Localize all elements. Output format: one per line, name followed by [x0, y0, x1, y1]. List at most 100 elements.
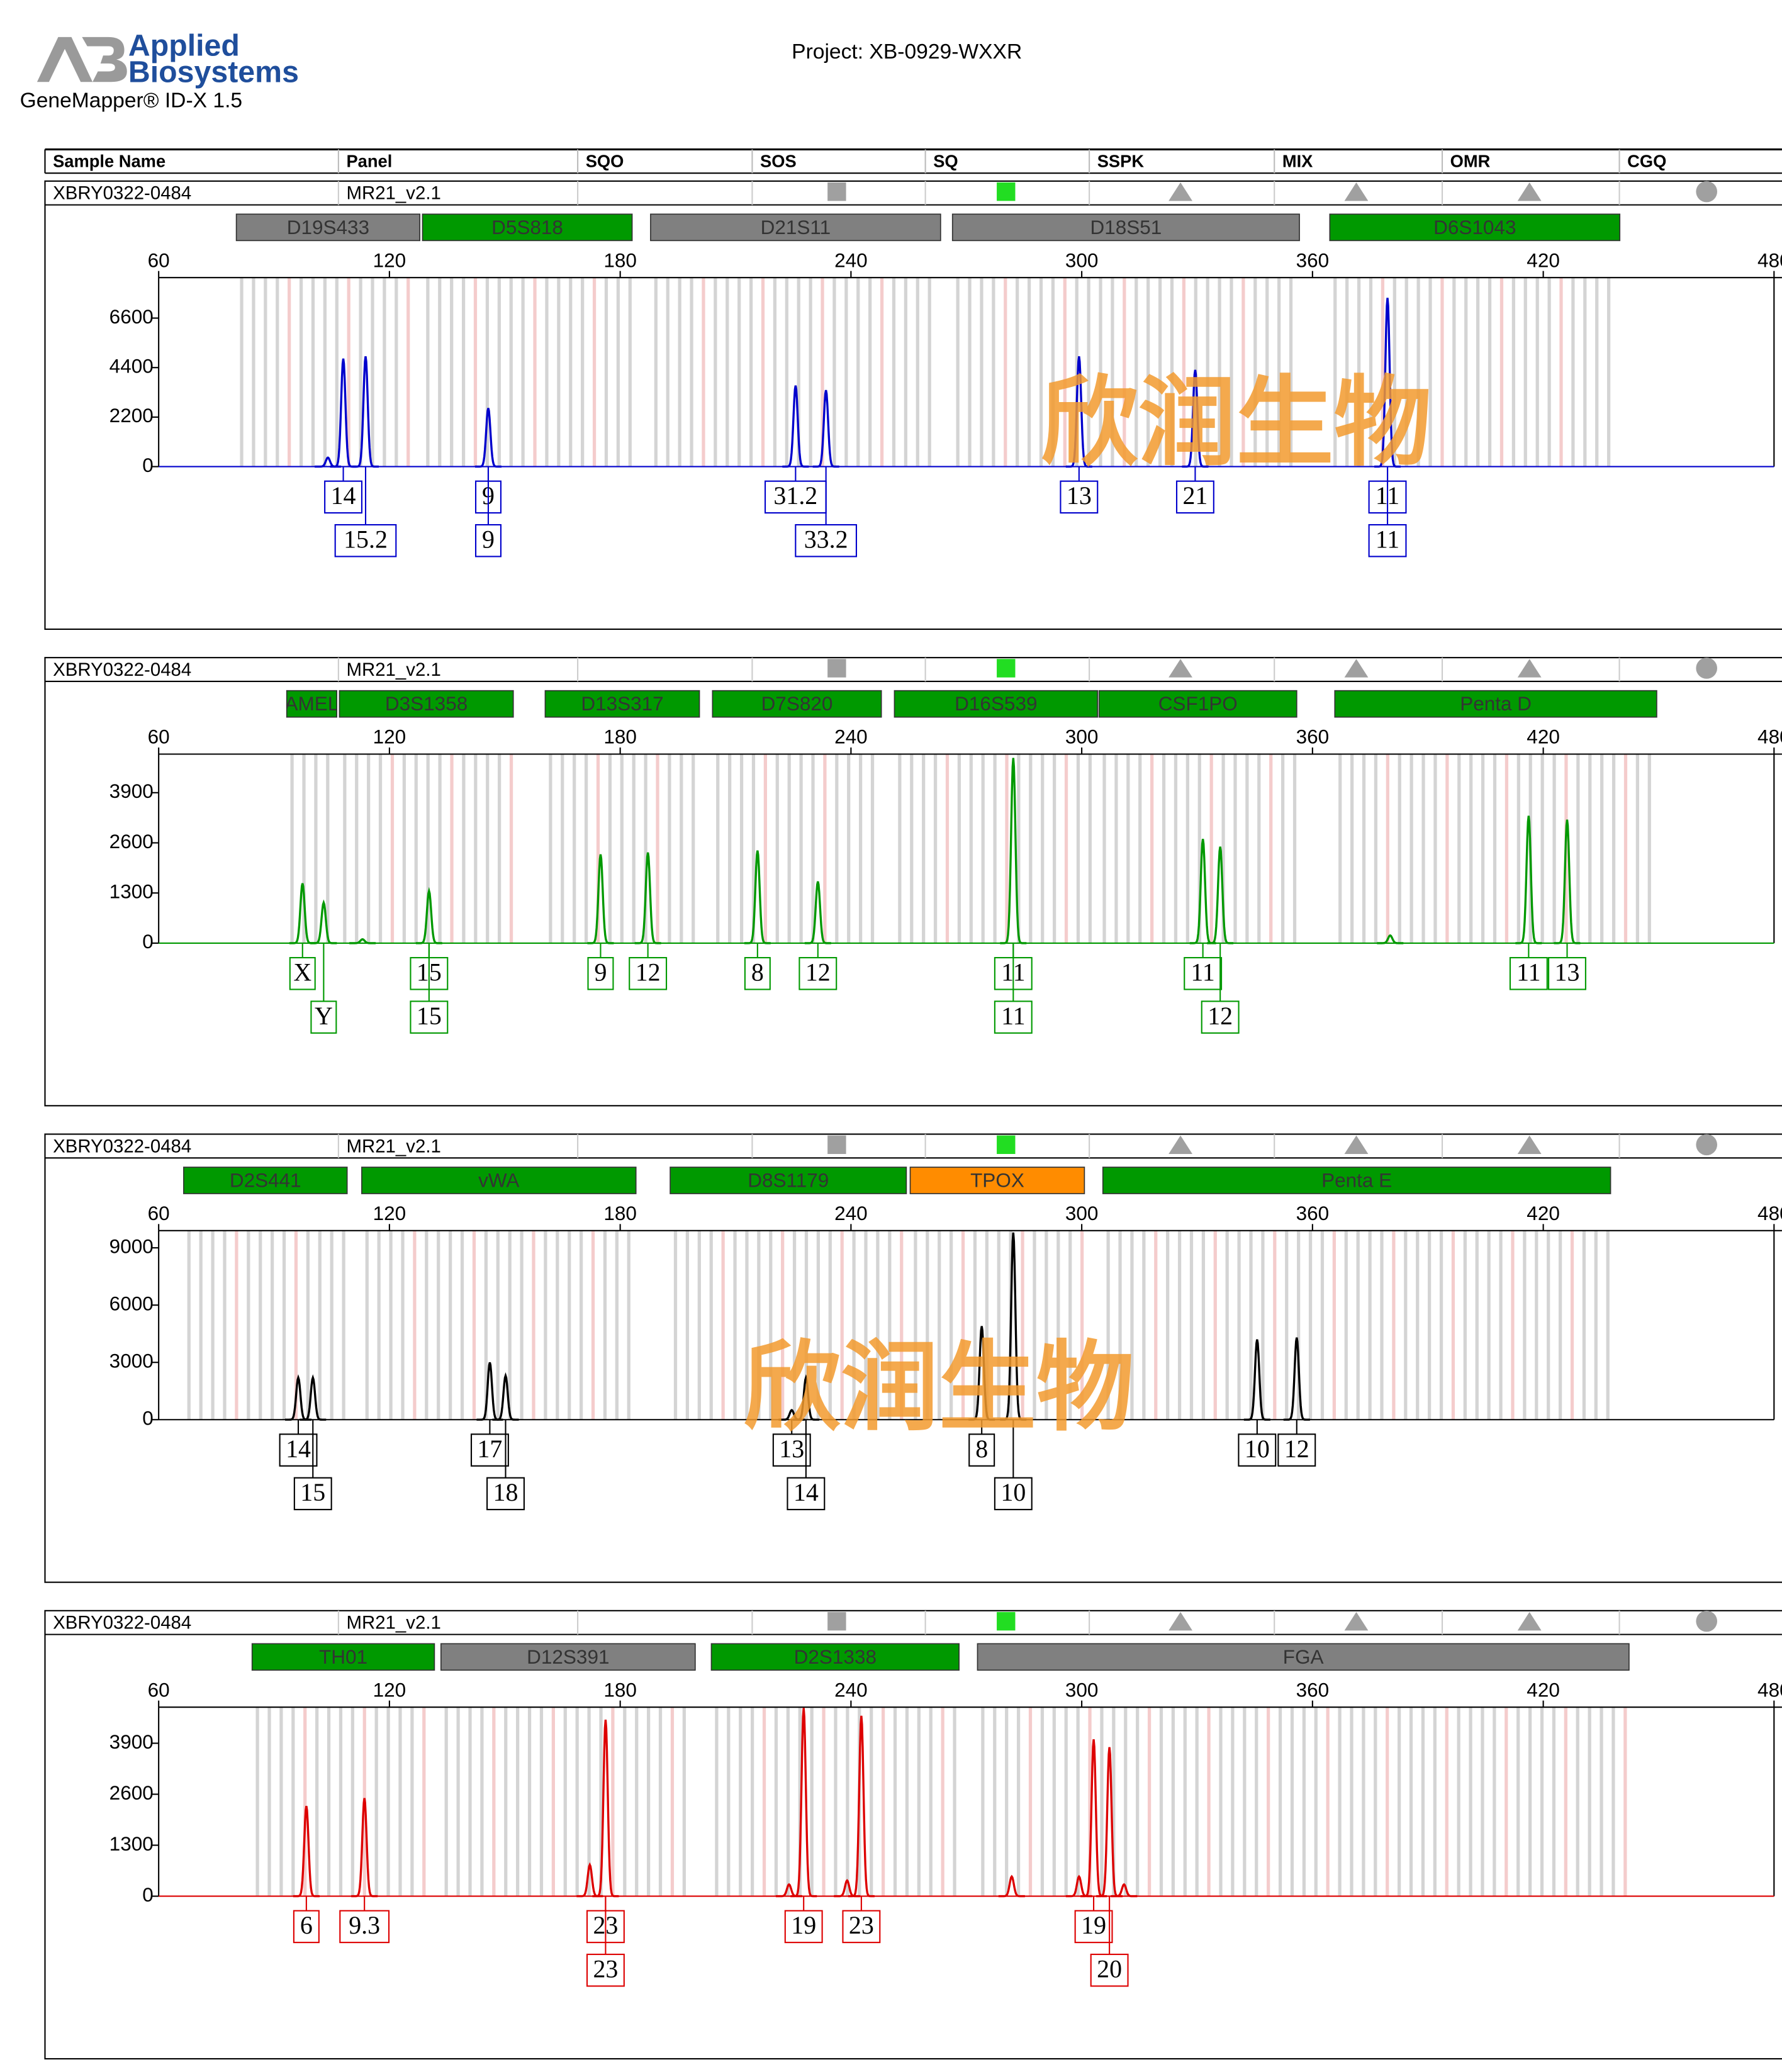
- y-tick-label: 0: [142, 930, 154, 953]
- x-tick-label: 360: [1296, 725, 1330, 748]
- peak: [352, 356, 379, 468]
- flag-triangle: [1344, 1135, 1369, 1154]
- x-tick-label: 480: [1757, 1678, 1782, 1701]
- allele-label: 12: [1284, 1435, 1309, 1463]
- x-tick-label: 180: [603, 725, 637, 748]
- allele-label: 10: [1000, 1478, 1026, 1506]
- x-tick-label: 120: [373, 1678, 406, 1701]
- peak: [293, 1805, 320, 1898]
- y-tick-label: 2600: [109, 830, 154, 853]
- flag-sos: [827, 1611, 846, 1631]
- sample-name: XBRY0322-0484: [53, 1613, 191, 1633]
- allele-box: [1060, 480, 1099, 514]
- allele-box: [293, 1477, 332, 1511]
- flag-sq: [997, 1611, 1016, 1631]
- x-tick-label: 60: [148, 725, 170, 748]
- x-tick-label: 300: [1065, 249, 1099, 271]
- allele-label: 19: [791, 1911, 816, 1939]
- peak: [1554, 819, 1581, 944]
- y-tick-label: 6600: [109, 305, 154, 328]
- allele-box: [289, 956, 316, 990]
- allele-label: 13: [779, 1435, 804, 1463]
- x-tick-label: 60: [148, 249, 170, 271]
- allele-label: 11: [1001, 1002, 1025, 1030]
- brand: Biosystems: [128, 55, 299, 89]
- panel-name: MR21_v2.1: [346, 659, 440, 680]
- allele-label: 11: [1376, 525, 1399, 553]
- marker: [422, 213, 633, 242]
- allele-label: 14: [286, 1435, 311, 1463]
- flag-sq: [997, 1135, 1016, 1154]
- panel: XBRY0322-0484 MR21_v2.1 D19S433 D5S818 D21S1…: [44, 180, 1782, 630]
- x-tick-label: 420: [1527, 725, 1560, 748]
- x-tick-label: 240: [834, 249, 868, 271]
- flag-triangle: [1168, 182, 1192, 201]
- peak: [349, 938, 376, 944]
- allele-box: [784, 1910, 823, 1944]
- y-tick-label: 2200: [109, 404, 154, 427]
- peak: [1000, 1232, 1027, 1421]
- flag-sos: [827, 1135, 846, 1154]
- allele-label: 11: [1516, 958, 1540, 986]
- peak: [1377, 934, 1404, 944]
- allele-label: 12: [636, 958, 661, 986]
- marker-label: D13S317: [581, 692, 663, 715]
- x-tick-label: 180: [603, 1678, 637, 1701]
- allele-label: 15: [417, 1002, 442, 1030]
- peak: [1515, 815, 1542, 944]
- allele-box: [486, 1477, 525, 1511]
- x-tick-label: 420: [1527, 1202, 1560, 1224]
- x-tick-label: 180: [603, 249, 637, 271]
- x-tick-label: 240: [834, 725, 868, 748]
- peak: [782, 385, 809, 468]
- peak: [587, 854, 614, 944]
- x-tick-label: 420: [1527, 1678, 1560, 1701]
- allele-label: 20: [1097, 1954, 1122, 1983]
- marker: [183, 1167, 348, 1194]
- allele-box: [1238, 1433, 1277, 1467]
- allele-label: 33.2: [804, 525, 848, 553]
- sample-name: XBRY0322-0484: [53, 1136, 191, 1156]
- allele-label: X: [293, 958, 311, 986]
- marker: [710, 1643, 960, 1671]
- allele-box: [334, 524, 397, 557]
- marker-label: D3S1358: [385, 692, 468, 715]
- allele-label: Y: [315, 1002, 333, 1030]
- allele-label: 14: [331, 481, 356, 510]
- flag-cgq: [1696, 1610, 1717, 1632]
- marker: [251, 1643, 435, 1671]
- y-tick-label: 6000: [109, 1292, 154, 1315]
- marker-label: D5S818: [491, 216, 563, 238]
- panel-name: MR21_v2.1: [346, 1613, 440, 1633]
- flag-cgq: [1696, 181, 1717, 203]
- allele-box: [1548, 956, 1586, 990]
- y-tick-label: 1300: [109, 1832, 154, 1855]
- marker: [1102, 1167, 1611, 1194]
- allele-label: 13: [1067, 481, 1092, 510]
- allele-box: [1090, 1953, 1129, 1987]
- y-tick-label: 2600: [109, 1781, 154, 1804]
- marker-label: D6S1043: [1433, 216, 1516, 238]
- marker: [951, 213, 1300, 242]
- x-tick-label: 120: [373, 249, 406, 271]
- column-header: SSPK: [1097, 152, 1145, 171]
- marker: [1334, 690, 1657, 718]
- peak: [1000, 758, 1027, 944]
- flag-triangle: [1517, 182, 1542, 201]
- marker: [670, 1167, 907, 1194]
- x-tick-label: 180: [603, 1202, 637, 1224]
- allele-box: [279, 1433, 318, 1467]
- marker-label: D19S433: [287, 216, 369, 238]
- y-tick-label: 3000: [109, 1350, 154, 1372]
- allele-box: [1175, 480, 1214, 514]
- allele-label: 10: [1245, 1435, 1270, 1463]
- allele-box: [470, 1433, 509, 1467]
- marker-label: AMEL: [285, 692, 339, 715]
- marker-label: D12S391: [527, 1645, 609, 1668]
- panel-border: [44, 1610, 1782, 2060]
- panel: XBRY0322-0484 MR21_v2.1 TH01 D12S391 D2S1338…: [44, 1610, 1782, 2060]
- software-name: GeneMapper® ID-X 1.5: [20, 89, 243, 113]
- peak: [1207, 846, 1234, 944]
- x-tick-label: 360: [1296, 249, 1330, 271]
- allele-box: [1368, 524, 1407, 557]
